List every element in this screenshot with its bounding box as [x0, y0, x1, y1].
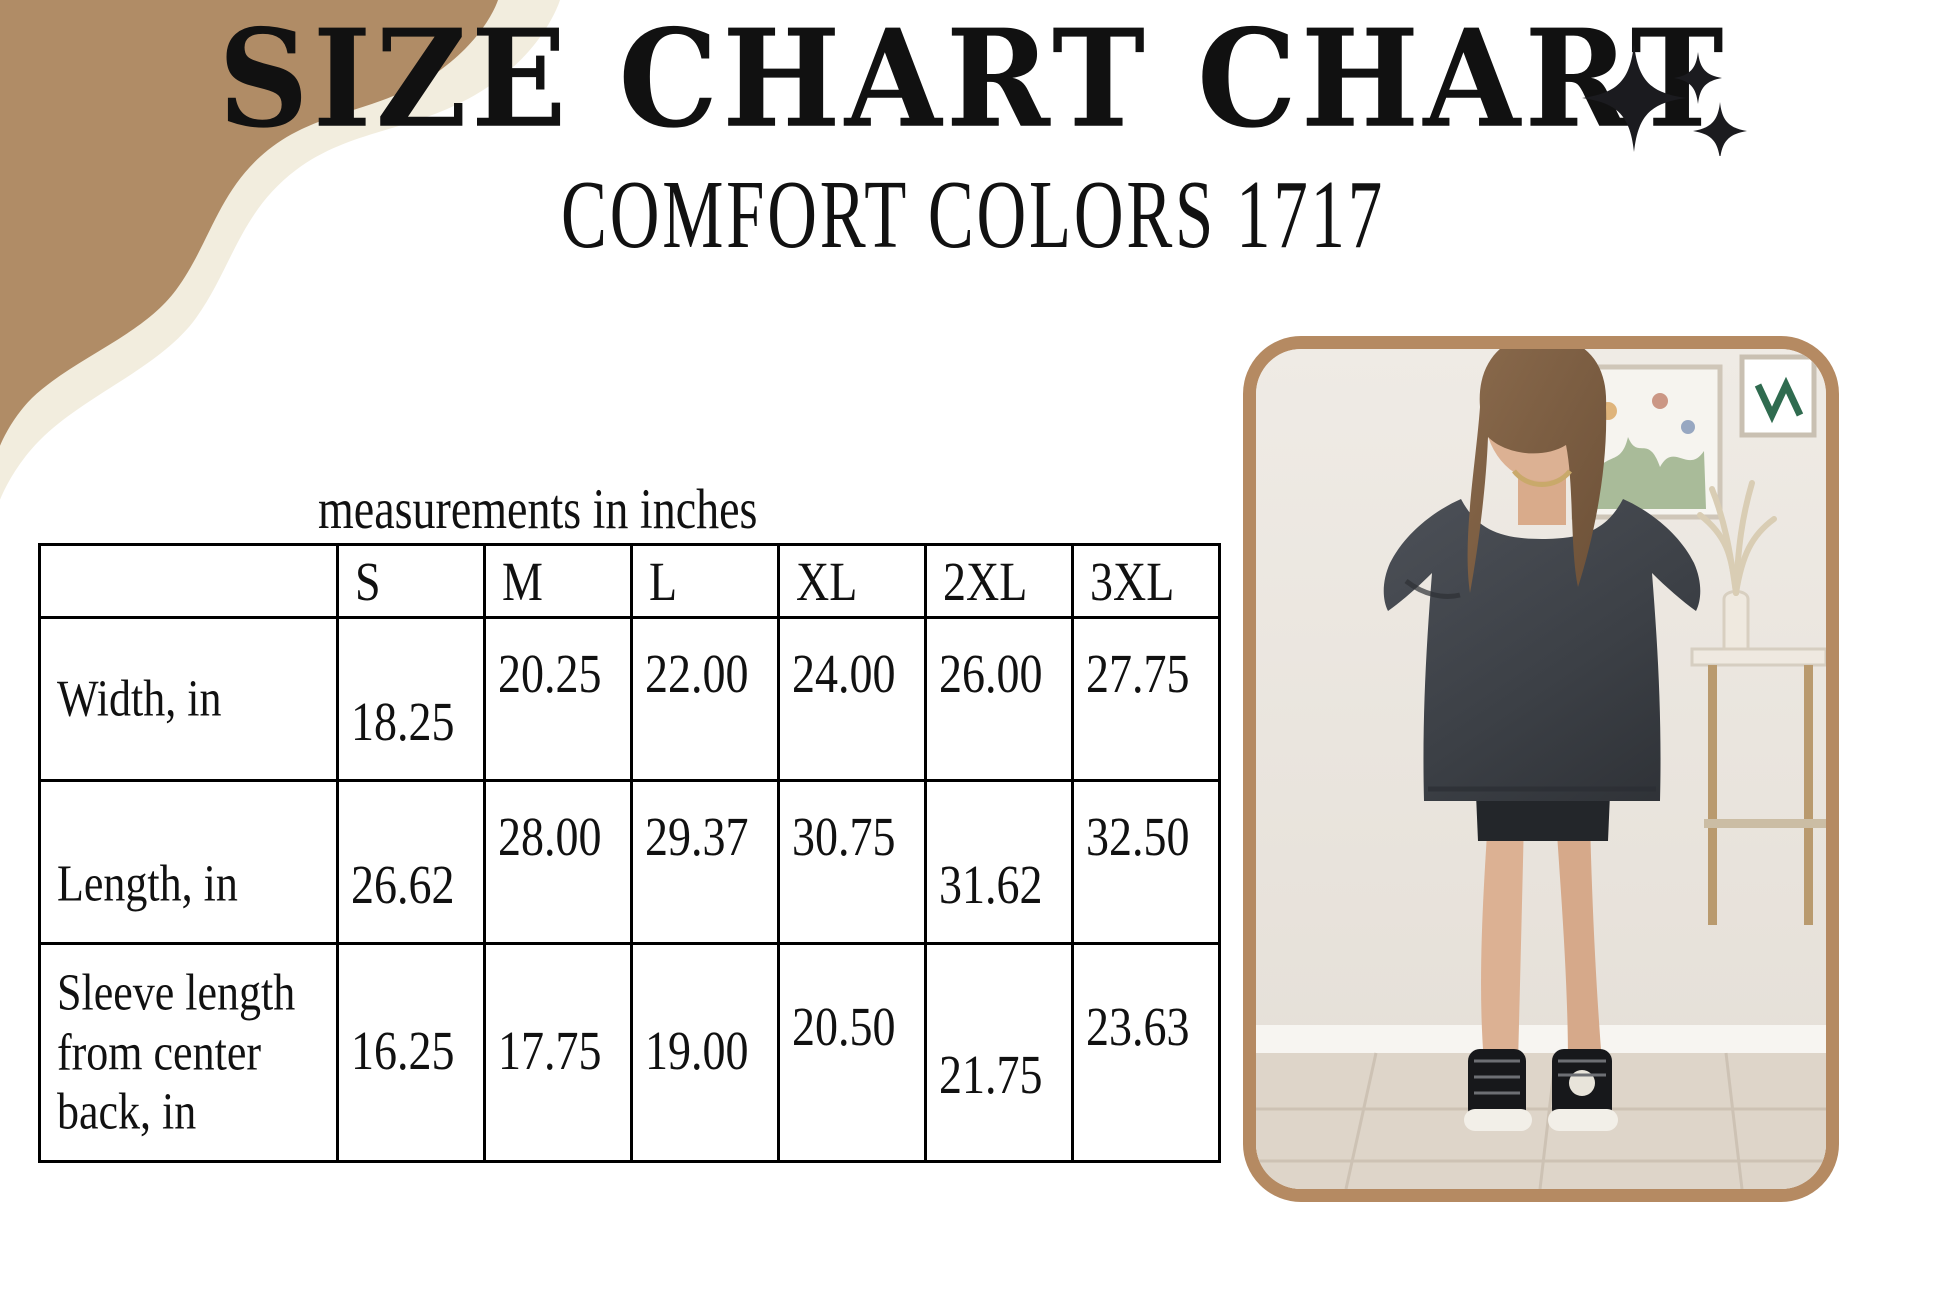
cell-width-m: 20.25	[483, 616, 633, 782]
cell-sleeve-l: 19.00	[630, 942, 780, 1163]
photo-model-necklace	[1512, 469, 1572, 487]
sparkle-small-bottom-icon	[1693, 102, 1747, 156]
photo-side-table-leg-right	[1804, 665, 1813, 925]
table-header-row: S M L XL 2XL 3XL	[38, 543, 1221, 619]
size-chart-table-container: S M L XL 2XL 3XL	[38, 543, 1221, 1163]
photo-side-table-shelf	[1704, 819, 1826, 828]
header-cell-l: L	[630, 543, 780, 619]
cell-width-2xl: 26.00	[924, 616, 1074, 782]
header-cell-xl: XL	[777, 543, 927, 619]
header-cell-s: S	[336, 543, 486, 619]
photo-baseboard	[1256, 1025, 1826, 1053]
cell-width-s: 18.25	[336, 616, 486, 782]
table-head: S M L XL 2XL 3XL	[38, 543, 1221, 619]
sparkle-cluster-icon	[1582, 44, 1747, 156]
photo-side-table-leg-left	[1708, 665, 1717, 925]
header: SIZE CHART CHART COMFORT COLORS 1717	[0, 0, 1946, 270]
photo-model-leg-left	[1481, 819, 1524, 1063]
photo-vase	[1722, 590, 1750, 651]
photo-model-hair	[1467, 349, 1607, 593]
cell-sleeve-m: 17.75	[483, 942, 633, 1163]
product-photo	[1256, 349, 1826, 1189]
cell-width-l: 22.00	[630, 616, 780, 782]
cell-sleeve-xl: 20.50	[777, 942, 927, 1163]
photo-side-table-top	[1690, 647, 1826, 667]
title-row: SIZE CHART CHART	[0, 4, 1946, 156]
photo-model-shirt-sleeve-fold	[1404, 578, 1461, 599]
cell-width-3xl: 27.75	[1071, 616, 1221, 782]
page-subtitle: COMFORT COLORS 1717	[561, 161, 1385, 270]
cell-sleeve-2xl: 21.75	[924, 942, 1074, 1163]
photo-wall-art-dot-3	[1681, 420, 1695, 434]
sparkle-small-top-icon	[1674, 52, 1722, 104]
cell-length-2xl: 31.62	[924, 779, 1074, 945]
cell-length-m: 28.00	[483, 779, 633, 945]
header-cell-3xl: 3XL	[1071, 543, 1221, 619]
subtitle-row: COMFORT COLORS 1717	[0, 154, 1946, 269]
photo-wall-art-dot-2	[1652, 393, 1668, 409]
cell-sleeve-3xl: 23.63	[1071, 942, 1221, 1163]
page-title: SIZE CHART CHART	[218, 0, 1728, 158]
table-row: Width, in 18.25 20.25 22.00 24.00 26.00	[38, 616, 1221, 782]
header-cell-2xl: 2XL	[924, 543, 1074, 619]
table-row: Sleeve length from center back, in 16.25…	[38, 942, 1221, 1163]
size-chart-table: S M L XL 2XL 3XL	[38, 543, 1221, 1163]
cell-length-xl: 30.75	[777, 779, 927, 945]
photo-pampas-grass	[1697, 480, 1777, 596]
photo-model-shirt	[1383, 499, 1701, 801]
photo-model-leg-right	[1556, 819, 1602, 1063]
table-caption: measurements in inches	[318, 477, 758, 541]
table-row: Length, in 26.62 28.00 29.37 30.75 31.62	[38, 779, 1221, 945]
photo-model-shoe-right	[1548, 1049, 1618, 1131]
header-cell-m: M	[483, 543, 633, 619]
row-label-width: Width, in	[38, 616, 339, 782]
cell-length-l: 29.37	[630, 779, 780, 945]
photo-wall-frame-small-glyph	[1754, 376, 1804, 424]
header-cell-corner	[38, 543, 339, 619]
row-label-length: Length, in	[38, 779, 339, 945]
photo-model-shoe-left	[1464, 1049, 1532, 1131]
sparkle-large-icon	[1582, 44, 1686, 152]
row-label-sleeve: Sleeve length from center back, in	[38, 942, 339, 1163]
cell-sleeve-s: 16.25	[336, 942, 486, 1163]
cell-width-xl: 24.00	[777, 616, 927, 782]
cell-length-3xl: 32.50	[1071, 779, 1221, 945]
photo-wall-art-foliage	[1586, 437, 1706, 509]
cell-length-s: 26.62	[336, 779, 486, 945]
table-body: Width, in 18.25 20.25 22.00 24.00 26.00	[38, 616, 1221, 1163]
product-photo-frame	[1243, 336, 1839, 1202]
